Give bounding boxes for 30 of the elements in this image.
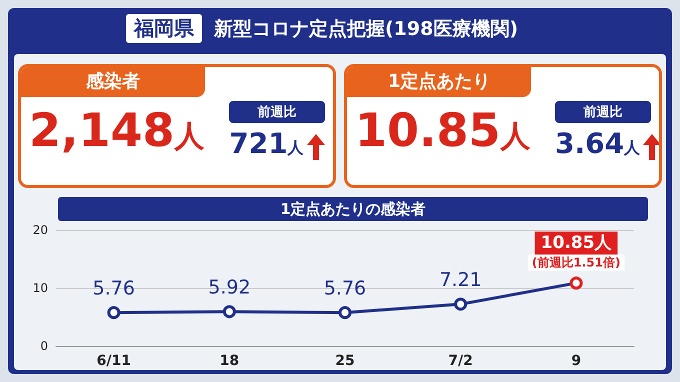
data-label: 5.76: [324, 278, 366, 300]
point: [107, 306, 120, 320]
y-tick-label: 0: [40, 339, 48, 353]
text: 前週比: [555, 101, 651, 123]
data-label: 5.92: [208, 276, 251, 299]
text: 2,148人: [29, 103, 205, 157]
point: [338, 306, 352, 320]
text: 3.64人: [555, 127, 640, 160]
data-label: 10.85人: [540, 233, 613, 254]
y-tick-label: 10: [32, 281, 48, 295]
y-tick-label: 20: [32, 223, 48, 237]
text: 721人: [229, 127, 304, 160]
x-tick-label: 6/11: [96, 353, 131, 369]
point: [222, 305, 236, 318]
text: 1定点あたり: [347, 67, 532, 97]
x-tick-label: 18: [220, 353, 240, 369]
text: 前週比: [229, 101, 325, 123]
text: 1定点あたりの感染者: [58, 197, 648, 221]
text: 感染者: [21, 67, 206, 97]
x-tick-label: 9: [571, 353, 582, 369]
chart-title: 福岡県: [126, 14, 202, 43]
point: [570, 276, 583, 290]
data-label: 5.76: [92, 278, 135, 300]
point: [454, 298, 468, 311]
data-label: 7.21: [439, 269, 482, 292]
annotation: (前週比1.51倍): [532, 256, 620, 270]
chart-subtitle: 新型コロナ定点把握(198医療機関): [214, 16, 518, 42]
x-tick-label: 7/2: [448, 353, 473, 369]
text: 10.85人: [355, 103, 531, 157]
x-tick-label: 25: [335, 353, 355, 369]
